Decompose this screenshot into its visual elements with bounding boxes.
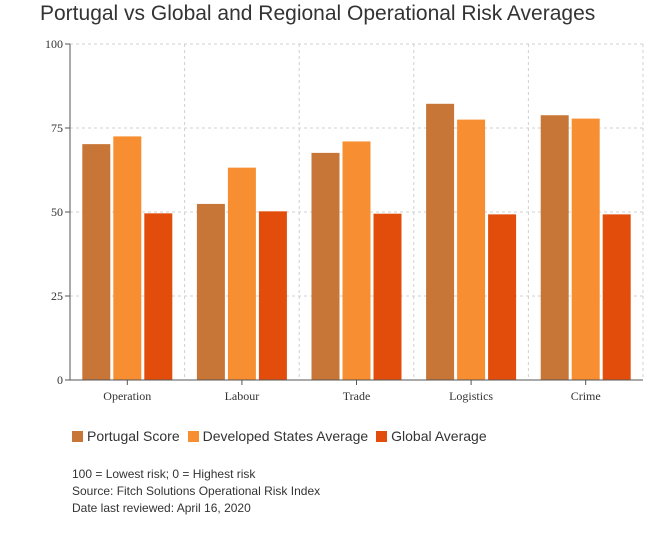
bar (426, 103, 455, 381)
x-tick-label: Logistics (449, 389, 493, 403)
legend-item[interactable]: Global Average (376, 428, 487, 444)
y-tick-label: 75 (51, 121, 63, 135)
bar (571, 118, 600, 380)
bar (342, 141, 371, 380)
bar (311, 152, 340, 380)
legend-label: Portugal Score (87, 428, 180, 444)
note-source: Source: Fitch Solutions Operational Risk… (72, 484, 321, 498)
bar (540, 115, 569, 381)
y-tick-label: 50 (51, 205, 63, 219)
bar (196, 203, 225, 380)
x-tick-label: Operation (103, 389, 151, 403)
bar (602, 214, 631, 380)
bar (373, 213, 402, 380)
legend-swatch (72, 430, 83, 442)
x-axis: Operation Labour Trade Logistics Crime (70, 379, 643, 403)
legend-swatch (187, 430, 199, 442)
legend-swatch (376, 430, 388, 442)
legend-label: Global Average (391, 428, 487, 444)
bar (113, 136, 142, 380)
bar (258, 211, 287, 380)
legend-label: Developed States Average (202, 428, 369, 444)
bars (82, 103, 631, 381)
x-tick-label: Trade (343, 389, 371, 403)
chart-title: Portugal vs Global and Regional Operatio… (40, 2, 596, 25)
y-tick-label: 100 (45, 37, 63, 51)
legend-item[interactable]: Portugal Score (72, 428, 180, 444)
chart-notes: 100 = Lowest risk; 0 = Highest risk Sour… (72, 466, 320, 517)
bar (144, 213, 173, 380)
legend: Portugal Score Developed States Average Gl… (72, 428, 495, 444)
y-tick-label: 0 (57, 373, 63, 387)
legend-item[interactable]: Developed States Average (187, 428, 369, 444)
bar (227, 167, 256, 380)
bar (82, 144, 111, 380)
bar (488, 214, 517, 380)
y-axis: 0 25 50 75 100 (45, 37, 71, 387)
gridlines (70, 43, 644, 380)
bar-chart: 0 25 50 75 100 Operation Labour Trade Logistics… (45, 37, 644, 403)
y-tick-label: 25 (51, 289, 63, 303)
note-scale: 100 = Lowest risk; 0 = Highest risk (72, 467, 256, 481)
note-date: Date last reviewed: April 16, 2020 (72, 501, 251, 515)
x-tick-label: Crime (571, 389, 601, 403)
x-tick-label: Labour (225, 389, 260, 403)
bar (457, 119, 486, 380)
